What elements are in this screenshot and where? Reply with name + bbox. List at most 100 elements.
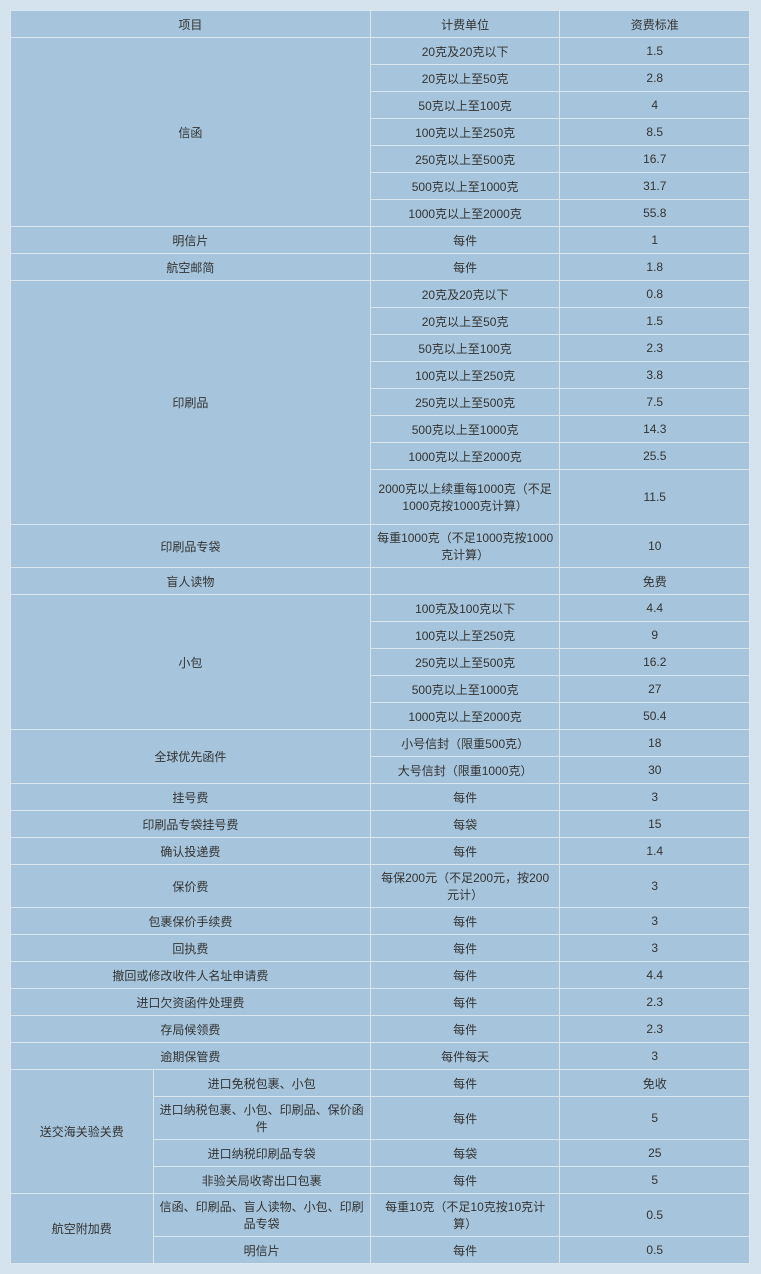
- unit-cell: 100克以上至250克: [370, 362, 560, 389]
- unit-cell: 每重1000克（不足1000克按1000克计算）: [370, 525, 560, 568]
- sub-cell: 明信片: [153, 1237, 370, 1264]
- rate-cell: 27: [560, 676, 750, 703]
- item-letter: 信函: [11, 38, 371, 227]
- unit-cell: 每件: [370, 989, 560, 1016]
- unit-cell: 每袋: [370, 811, 560, 838]
- unit-cell: 每重10克（不足10克按10克计算）: [370, 1194, 560, 1237]
- unit-cell: 500克以上至1000克: [370, 173, 560, 200]
- unit-cell: 100克以上至250克: [370, 119, 560, 146]
- unit-cell: 每件: [370, 1070, 560, 1097]
- unit-cell: 250克以上至500克: [370, 146, 560, 173]
- rate-cell: 50.4: [560, 703, 750, 730]
- table-row: 包裹保价手续费 每件 3: [11, 908, 750, 935]
- rate-cell: 10: [560, 525, 750, 568]
- unit-cell: 1000克以上至2000克: [370, 200, 560, 227]
- rate-cell: 16.2: [560, 649, 750, 676]
- table-row: 信函 20克及20克以下 1.5: [11, 38, 750, 65]
- table-row: 逾期保管费 每件每天 3: [11, 1043, 750, 1070]
- rate-cell: 2.3: [560, 989, 750, 1016]
- unit-cell: 20克及20克以下: [370, 38, 560, 65]
- pricing-table: 项目 计费单位 资费标准 信函 20克及20克以下 1.5 20克以上至50克2…: [10, 10, 750, 1264]
- rate-cell: 5: [560, 1167, 750, 1194]
- rate-cell: 0.5: [560, 1237, 750, 1264]
- header-row: 项目 计费单位 资费标准: [11, 11, 750, 38]
- header-item: 项目: [11, 11, 371, 38]
- rate-cell: 31.7: [560, 173, 750, 200]
- item-insurance: 保价费: [11, 865, 371, 908]
- table-row: 撤回或修改收件人名址申请费 每件 4.4: [11, 962, 750, 989]
- rate-cell: 3.8: [560, 362, 750, 389]
- item-printed: 印刷品: [11, 281, 371, 525]
- unit-cell: 每件: [370, 935, 560, 962]
- sub-cell: 进口纳税印刷品专袋: [153, 1140, 370, 1167]
- item-air-surcharge: 航空附加费: [11, 1194, 154, 1264]
- item-global-priority: 全球优先函件: [11, 730, 371, 784]
- table-row: 印刷品专袋挂号费 每袋 15: [11, 811, 750, 838]
- rate-cell: 1.5: [560, 38, 750, 65]
- unit-cell: 1000克以上至2000克: [370, 703, 560, 730]
- table-row: 盲人读物 免费: [11, 568, 750, 595]
- rate-cell: 3: [560, 935, 750, 962]
- unit-cell: 250克以上至500克: [370, 649, 560, 676]
- rate-cell: 0.8: [560, 281, 750, 308]
- rate-cell: 14.3: [560, 416, 750, 443]
- header-unit: 计费单位: [370, 11, 560, 38]
- rate-cell: 1.8: [560, 254, 750, 281]
- rate-cell: 2.3: [560, 1016, 750, 1043]
- table-row: 进口欠资函件处理费 每件 2.3: [11, 989, 750, 1016]
- item-receipt: 回执费: [11, 935, 371, 962]
- sub-cell: 进口免税包裹、小包: [153, 1070, 370, 1097]
- table-row: 明信片 每件 1: [11, 227, 750, 254]
- unit-cell: 每件: [370, 1097, 560, 1140]
- table-row: 送交海关验关费 进口免税包裹、小包 每件 免收: [11, 1070, 750, 1097]
- table-row: 航空邮简 每件 1.8: [11, 254, 750, 281]
- sub-cell: 信函、印刷品、盲人读物、小包、印刷品专袋: [153, 1194, 370, 1237]
- unit-cell: 大号信封（限重1000克）: [370, 757, 560, 784]
- item-recall-modify: 撤回或修改收件人名址申请费: [11, 962, 371, 989]
- rate-cell: 55.8: [560, 200, 750, 227]
- rate-cell: 25: [560, 1140, 750, 1167]
- table-row: 挂号费 每件 3: [11, 784, 750, 811]
- unit-cell: 100克及100克以下: [370, 595, 560, 622]
- rate-cell: 8.5: [560, 119, 750, 146]
- rate-cell: 1.4: [560, 838, 750, 865]
- rate-cell: 18: [560, 730, 750, 757]
- unit-cell: 小号信封（限重500克）: [370, 730, 560, 757]
- rate-cell: 3: [560, 865, 750, 908]
- table-row: 印刷品 20克及20克以下 0.8: [11, 281, 750, 308]
- rate-cell: 7.5: [560, 389, 750, 416]
- item-registered: 挂号费: [11, 784, 371, 811]
- table-row: 航空附加费 信函、印刷品、盲人读物、小包、印刷品专袋 每重10克（不足10克按1…: [11, 1194, 750, 1237]
- rate-cell: 2.8: [560, 65, 750, 92]
- sub-cell: 非验关局收寄出口包裹: [153, 1167, 370, 1194]
- unit-cell: 每件: [370, 1237, 560, 1264]
- rate-cell: 3: [560, 784, 750, 811]
- rate-cell: 1: [560, 227, 750, 254]
- item-blind: 盲人读物: [11, 568, 371, 595]
- unit-cell: 每件: [370, 1016, 560, 1043]
- unit-cell: 50克以上至100克: [370, 92, 560, 119]
- table-row: 存局候领费 每件 2.3: [11, 1016, 750, 1043]
- rate-cell: 3: [560, 908, 750, 935]
- table-row: 印刷品专袋 每重1000克（不足1000克按1000克计算） 10: [11, 525, 750, 568]
- table-row: 小包 100克及100克以下 4.4: [11, 595, 750, 622]
- table-row: 确认投递费 每件 1.4: [11, 838, 750, 865]
- unit-cell: 每袋: [370, 1140, 560, 1167]
- rate-cell: 1.5: [560, 308, 750, 335]
- item-overdue-storage: 逾期保管费: [11, 1043, 371, 1070]
- rate-cell: 25.5: [560, 443, 750, 470]
- unit-cell: 2000克以上续重每1000克（不足1000克按1000克计算）: [370, 470, 560, 525]
- unit-cell: 每件: [370, 838, 560, 865]
- rate-cell: 15: [560, 811, 750, 838]
- item-postcard: 明信片: [11, 227, 371, 254]
- unit-cell: 每件: [370, 254, 560, 281]
- table-row: 保价费 每保200元（不足200元，按200元计） 3: [11, 865, 750, 908]
- unit-cell: 每件: [370, 227, 560, 254]
- rate-cell: 5: [560, 1097, 750, 1140]
- unit-cell: 50克以上至100克: [370, 335, 560, 362]
- unit-cell: 100克以上至250克: [370, 622, 560, 649]
- unit-cell: 每件: [370, 908, 560, 935]
- unit-cell: 每保200元（不足200元，按200元计）: [370, 865, 560, 908]
- table-row: 回执费 每件 3: [11, 935, 750, 962]
- unit-cell: 20克以上至50克: [370, 65, 560, 92]
